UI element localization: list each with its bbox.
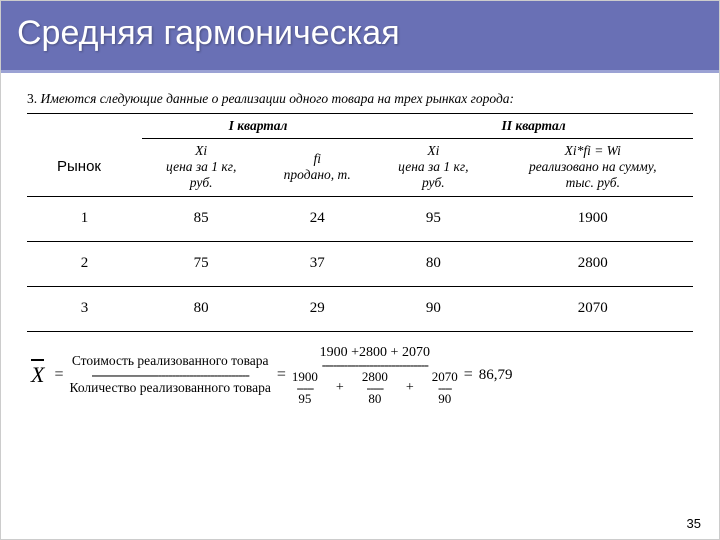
table-row: 3 80 29 90 2070	[27, 286, 693, 331]
th-market: Рынок	[27, 139, 142, 197]
data-table: I квартал II квартал Рынок Xi цена за 1 …	[27, 113, 693, 332]
equals-3: =	[464, 366, 473, 384]
numeric-fraction: 1900 +2800 + 2070 ----------------------…	[292, 344, 458, 407]
result-value: 86,79	[479, 367, 513, 384]
table-body: 1 85 24 95 1900 2 75 37 80 2800 3 80 29	[27, 196, 693, 331]
mini-frac-1: 1900 ----- 95	[292, 370, 318, 406]
problem-text: Имеются следующие данные о реализации од…	[41, 91, 515, 106]
slide-content: 3. Имеются следующие данные о реализации…	[1, 73, 719, 407]
th-xi1: Xi цена за 1 кг, руб.	[142, 139, 260, 197]
th-xi2: Xi цена за 1 кг, руб.	[374, 139, 492, 197]
mini-frac-2: 2800 ----- 80	[362, 370, 388, 406]
equals-1: =	[54, 366, 63, 384]
equals-2: =	[277, 366, 286, 384]
table-row: 2 75 37 80 2800	[27, 241, 693, 286]
xbar-symbol: X	[31, 362, 44, 388]
problem-number: 3.	[27, 91, 37, 106]
th-blank	[27, 114, 142, 139]
th-fi: fi продано, т.	[260, 139, 374, 197]
mini-frac-3: 2070 ---- 90	[432, 370, 458, 406]
slide-title: Средняя гармоническая	[1, 1, 719, 73]
formula-row: X = Стоимость реализованного товара ----…	[27, 344, 693, 407]
table-row: 1 85 24 95 1900	[27, 196, 693, 241]
th-q2: II квартал	[374, 114, 693, 139]
text-fraction: Стоимость реализованного товара --------…	[69, 352, 270, 398]
th-q1: I квартал	[142, 114, 374, 139]
th-wi: Xi*fi = Wi реализовано на сумму, тыс. ру…	[493, 139, 693, 197]
page-number: 35	[687, 516, 701, 531]
intro-text: 3. Имеются следующие данные о реализации…	[27, 91, 693, 107]
